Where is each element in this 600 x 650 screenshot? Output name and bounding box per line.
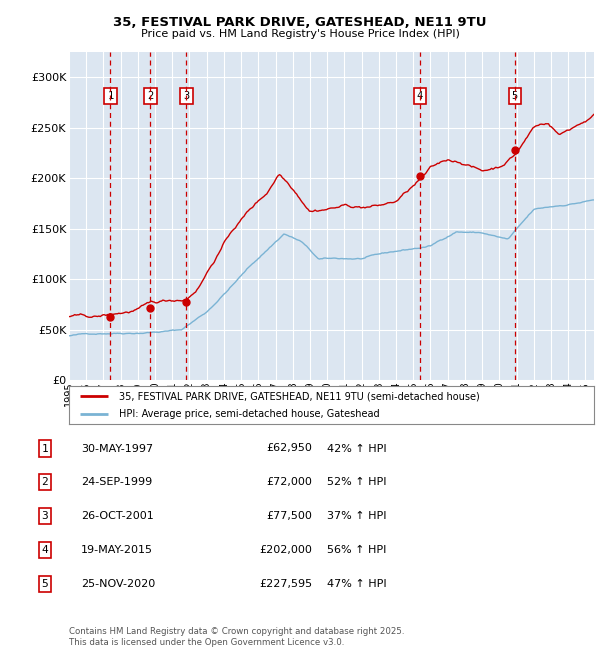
Text: HPI: Average price, semi-detached house, Gateshead: HPI: Average price, semi-detached house,… [119,410,380,419]
Text: £227,595: £227,595 [259,578,312,589]
Text: 56% ↑ HPI: 56% ↑ HPI [327,545,386,555]
Text: 42% ↑ HPI: 42% ↑ HPI [327,443,386,454]
Text: 2: 2 [147,91,154,101]
Text: £62,950: £62,950 [266,443,312,454]
Text: 5: 5 [512,91,518,101]
Text: 35, FESTIVAL PARK DRIVE, GATESHEAD, NE11 9TU: 35, FESTIVAL PARK DRIVE, GATESHEAD, NE11… [113,16,487,29]
Text: 5: 5 [41,578,49,589]
Text: 26-OCT-2001: 26-OCT-2001 [81,511,154,521]
Text: 3: 3 [183,91,190,101]
Text: 35, FESTIVAL PARK DRIVE, GATESHEAD, NE11 9TU (semi-detached house): 35, FESTIVAL PARK DRIVE, GATESHEAD, NE11… [119,391,479,401]
Text: 2: 2 [41,477,49,488]
Text: 3: 3 [41,511,49,521]
Text: 52% ↑ HPI: 52% ↑ HPI [327,477,386,488]
Text: Price paid vs. HM Land Registry's House Price Index (HPI): Price paid vs. HM Land Registry's House … [140,29,460,39]
Text: 4: 4 [416,91,423,101]
Text: 4: 4 [41,545,49,555]
Text: 19-MAY-2015: 19-MAY-2015 [81,545,153,555]
Text: Contains HM Land Registry data © Crown copyright and database right 2025.
This d: Contains HM Land Registry data © Crown c… [69,627,404,647]
Text: 37% ↑ HPI: 37% ↑ HPI [327,511,386,521]
Text: 1: 1 [107,91,113,101]
Text: 24-SEP-1999: 24-SEP-1999 [81,477,152,488]
Text: £72,000: £72,000 [266,477,312,488]
Text: £77,500: £77,500 [266,511,312,521]
Text: 30-MAY-1997: 30-MAY-1997 [81,443,153,454]
Text: 25-NOV-2020: 25-NOV-2020 [81,578,155,589]
Text: 47% ↑ HPI: 47% ↑ HPI [327,578,386,589]
Text: £202,000: £202,000 [259,545,312,555]
Text: 1: 1 [41,443,49,454]
